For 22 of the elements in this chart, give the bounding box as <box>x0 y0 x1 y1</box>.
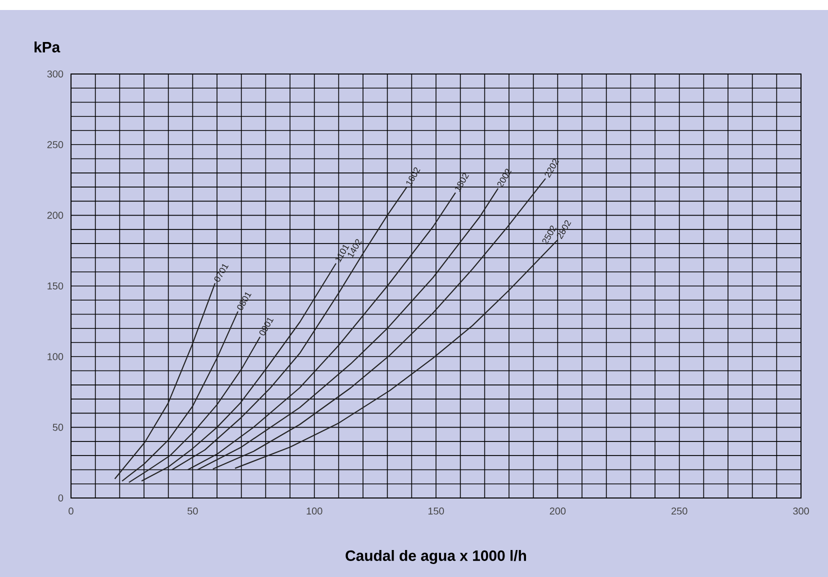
y-tick-label: 150 <box>48 282 64 290</box>
y-tick-label: 200 <box>47 212 64 219</box>
y-tick-label: 0 <box>58 494 64 502</box>
x-tick-label: 100 <box>306 508 322 515</box>
line-series <box>187 192 456 470</box>
line-series <box>114 282 216 480</box>
x-tick-label: 0 <box>68 508 74 515</box>
y-tick-label: 250 <box>47 141 64 148</box>
y-tick-label: 300 <box>47 70 64 78</box>
line-series <box>171 186 408 470</box>
y-axis-title: kPa <box>34 42 60 52</box>
x-tick-label: 300 <box>793 508 809 515</box>
x-tick-label: 200 <box>550 508 566 515</box>
y-tick-label: 100 <box>48 353 64 360</box>
x-axis-title: Caudal de agua x 1000 l/h <box>346 550 526 564</box>
y-tick-label: 50 <box>52 424 64 431</box>
x-tick-label: 150 <box>428 508 444 515</box>
line-series <box>122 310 238 482</box>
line-series <box>141 262 337 482</box>
x-tick-label: 250 <box>672 508 688 515</box>
x-tick-label: 50 <box>188 508 198 515</box>
line-series <box>128 336 261 483</box>
